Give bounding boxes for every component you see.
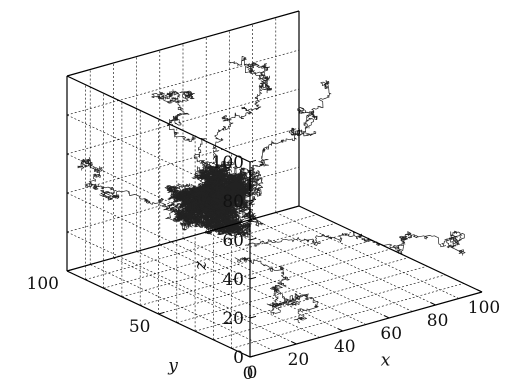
axes-box-edge bbox=[66, 205, 300, 272]
x-tick-label: 100 bbox=[468, 298, 500, 318]
x-tick-label: 60 bbox=[380, 324, 402, 344]
x-tick-label: 40 bbox=[334, 337, 356, 357]
axes-box-edge bbox=[298, 205, 483, 293]
y-tick-mark bbox=[66, 268, 74, 272]
z-tick-mark bbox=[249, 354, 257, 358]
x-tick-mark bbox=[383, 315, 390, 319]
strand-walk bbox=[247, 79, 332, 201]
strand-walk bbox=[245, 230, 466, 256]
x-tick-label: 0 bbox=[247, 363, 258, 381]
floor-grid-line bbox=[206, 231, 390, 319]
floor-grid-line bbox=[85, 214, 318, 280]
strand-walk bbox=[77, 157, 188, 222]
floor-grid-line bbox=[121, 231, 354, 298]
floor-grid-line bbox=[103, 222, 336, 289]
x-tick-label: 20 bbox=[288, 350, 310, 370]
z-axis-label: z bbox=[191, 260, 211, 271]
axis-ticks: 0 20 40 60 80 100 0 20 40 60 80 100 50 100 0 bbox=[27, 153, 501, 381]
z-tick-label: 20 bbox=[222, 309, 244, 329]
y-tick-label: 50 bbox=[129, 317, 151, 337]
axes-box-edge bbox=[249, 291, 483, 358]
x-tick-mark bbox=[476, 289, 483, 293]
x-tick-mark bbox=[430, 302, 436, 306]
floor-grid-line bbox=[229, 225, 413, 312]
y-tick-mark bbox=[158, 311, 165, 315]
axes-box-edge bbox=[66, 75, 251, 163]
z-tick-label: 80 bbox=[222, 192, 244, 212]
floor-grid-line bbox=[252, 218, 436, 306]
x-tick-label: 80 bbox=[427, 311, 449, 331]
right-wall-grid-line bbox=[66, 88, 300, 155]
x-tick-mark bbox=[244, 354, 251, 358]
axes-box bbox=[66, 10, 483, 358]
axes-box-edge bbox=[66, 10, 300, 77]
z-tick-mark bbox=[249, 198, 257, 202]
random-walk-trace bbox=[77, 55, 466, 324]
strand-walk bbox=[234, 257, 319, 324]
strand-walk bbox=[211, 55, 273, 170]
z-tick-label: 60 bbox=[222, 231, 244, 251]
right-wall-grid-line bbox=[66, 127, 300, 194]
floor-grid-line bbox=[158, 248, 391, 315]
z-tick-mark bbox=[249, 276, 257, 280]
y-axis-label: y bbox=[167, 356, 178, 376]
x-tick-mark bbox=[291, 341, 297, 345]
floor-grid-line bbox=[275, 212, 459, 299]
left-wall-grid-line bbox=[66, 231, 251, 319]
y-tick-label: 100 bbox=[27, 274, 59, 294]
x-tick-mark bbox=[337, 328, 344, 332]
left-wall-grid-line bbox=[66, 192, 251, 280]
x-axis-label: x bbox=[381, 350, 391, 370]
floor-grid-line bbox=[140, 240, 373, 306]
z-tick-mark bbox=[249, 315, 257, 319]
z-tick-label: 100 bbox=[212, 153, 244, 173]
z-tick-mark bbox=[249, 237, 257, 241]
z-tick-label: 40 bbox=[222, 270, 244, 290]
right-wall-grid-line bbox=[66, 49, 300, 116]
cluster-walk bbox=[171, 160, 237, 211]
z-tick-mark bbox=[249, 159, 257, 163]
cluster-walk bbox=[187, 170, 253, 211]
y-tick-label: 0 bbox=[243, 364, 254, 381]
z-tick-label: 0 bbox=[233, 348, 244, 368]
